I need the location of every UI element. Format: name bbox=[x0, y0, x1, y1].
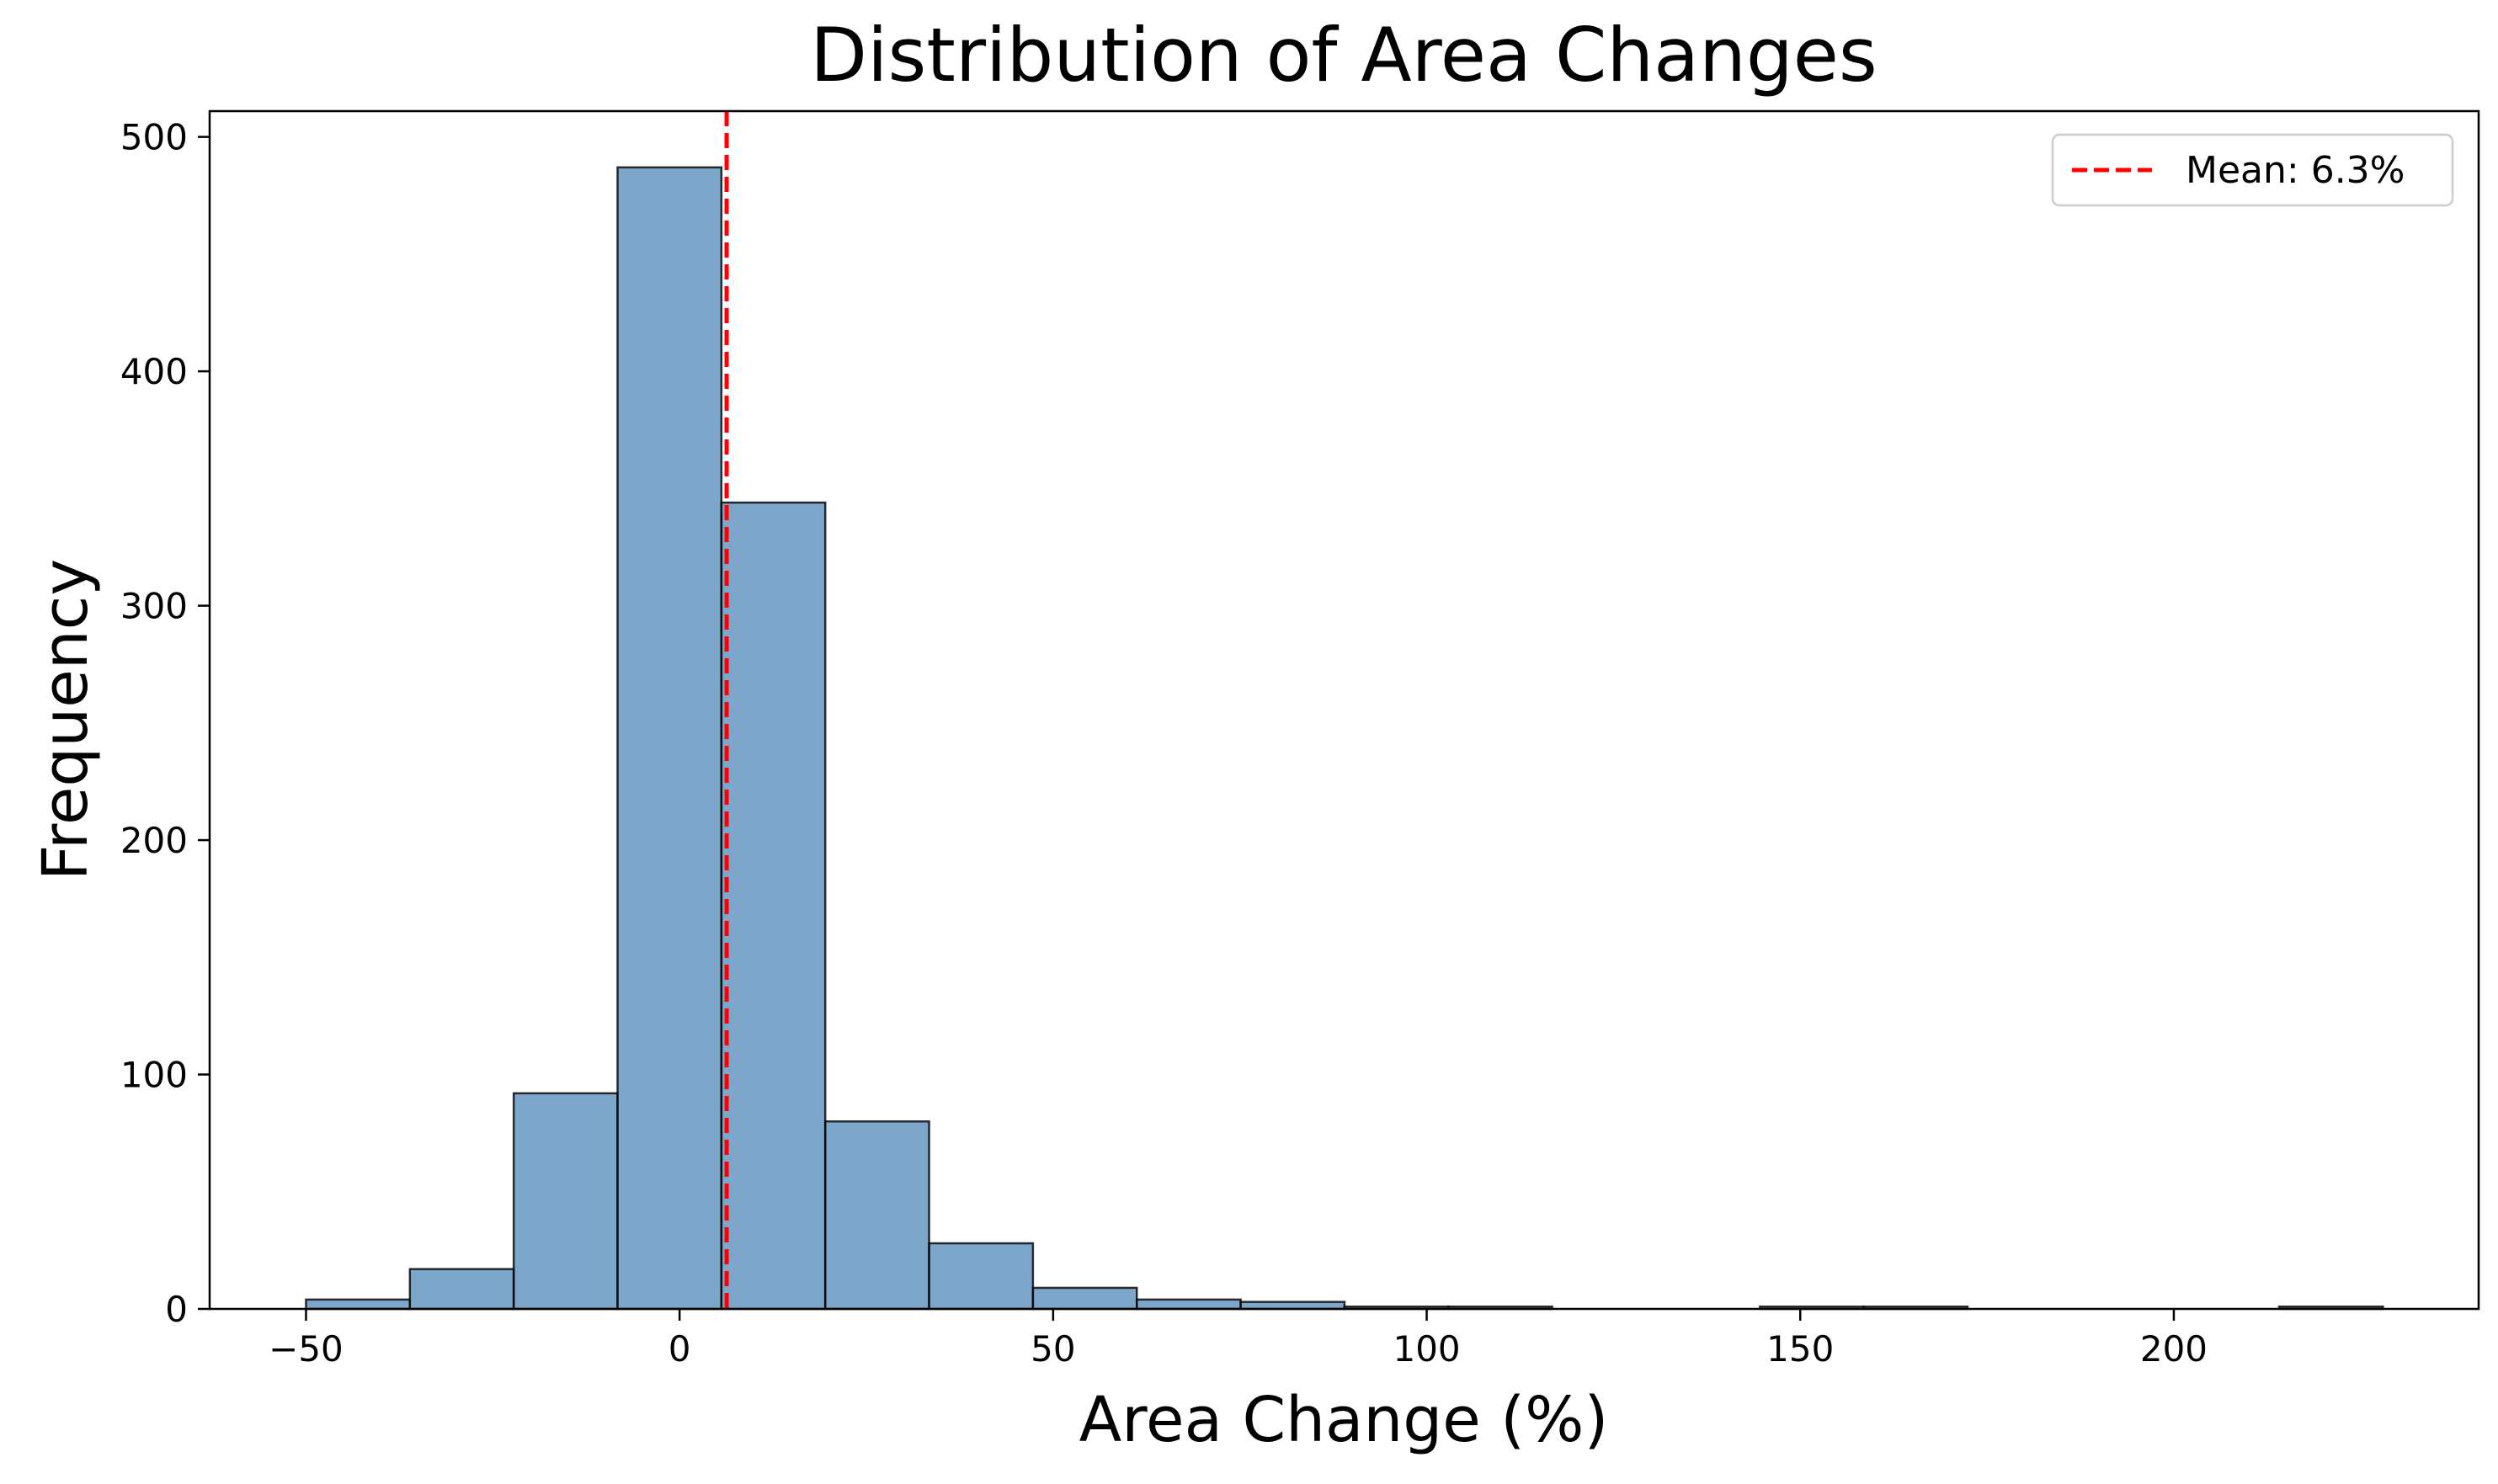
x-tick-label: 100 bbox=[1393, 1328, 1460, 1370]
histogram-bar bbox=[616, 166, 723, 1311]
legend: Mean: 6.3% bbox=[2051, 133, 2454, 207]
histogram-bar bbox=[1239, 1300, 1346, 1311]
histogram-bar bbox=[1135, 1298, 1242, 1311]
y-tick-label: 300 bbox=[120, 586, 188, 627]
histogram-bar bbox=[512, 1092, 619, 1311]
histogram-bar bbox=[305, 1298, 412, 1311]
histogram-bar bbox=[928, 1242, 1035, 1311]
y-tick-label: 400 bbox=[120, 351, 188, 392]
x-tick-label: 50 bbox=[1031, 1328, 1075, 1370]
x-axis-ticks: −50 0 50 100 150 200 bbox=[269, 1309, 2208, 1370]
chart-title: Distribution of Area Changes bbox=[810, 12, 1877, 98]
y-tick-label: 500 bbox=[120, 117, 188, 158]
histogram-bar bbox=[1031, 1286, 1138, 1311]
plot-area-frame bbox=[208, 109, 2480, 1311]
legend-box bbox=[2051, 133, 2454, 207]
x-tick-label: 150 bbox=[1766, 1328, 1834, 1370]
x-axis-label: Area Change (%) bbox=[1079, 1384, 1609, 1456]
x-tick-label: 200 bbox=[2140, 1328, 2208, 1370]
y-axis-ticks: 0 100 200 300 400 500 bbox=[120, 117, 210, 1330]
y-tick-label: 100 bbox=[120, 1055, 188, 1096]
y-tick-label: 200 bbox=[120, 820, 188, 861]
y-axis-label: Frequency bbox=[29, 559, 102, 880]
x-tick-label: 0 bbox=[668, 1328, 691, 1370]
legend-mean-label: Mean: 6.3% bbox=[2186, 149, 2405, 192]
histogram-bar bbox=[408, 1268, 515, 1311]
y-tick-label: 0 bbox=[165, 1289, 188, 1330]
histogram-bar bbox=[823, 1120, 930, 1311]
histogram-bar bbox=[720, 501, 827, 1311]
histogram-bars bbox=[305, 166, 2384, 1311]
x-tick-label: −50 bbox=[269, 1328, 344, 1370]
